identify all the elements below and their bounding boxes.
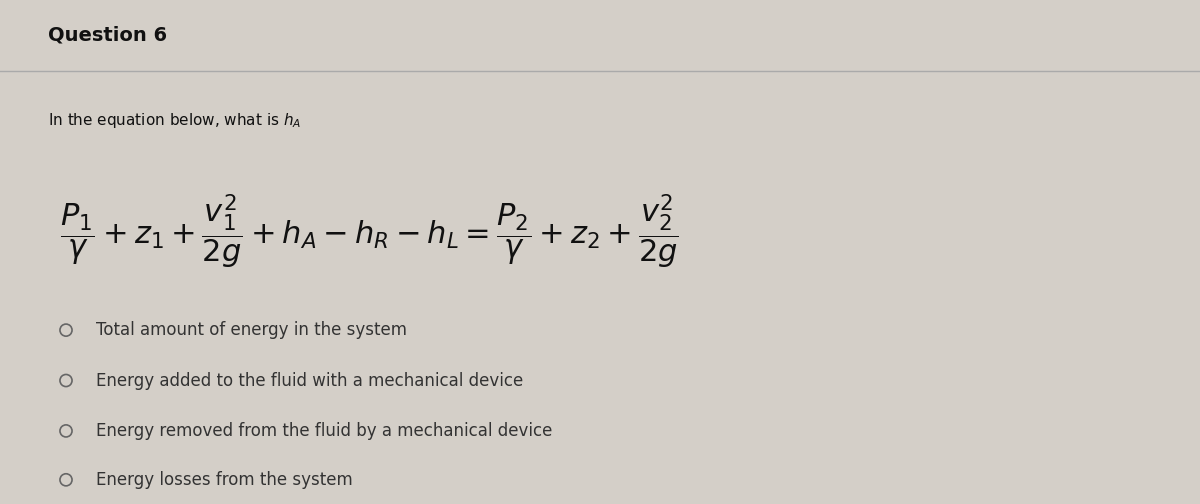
Text: $\dfrac{P_1}{\gamma} + z_1 + \dfrac{v_1^2}{2g} + h_A - h_R - h_L = \dfrac{P_2}{\: $\dfrac{P_1}{\gamma} + z_1 + \dfrac{v_1^… (60, 193, 679, 271)
Text: Total amount of energy in the system: Total amount of energy in the system (96, 321, 407, 339)
Text: Energy removed from the fluid by a mechanical device: Energy removed from the fluid by a mecha… (96, 422, 552, 440)
Text: Question 6: Question 6 (48, 26, 167, 45)
Text: In the equation below, what is $h_A$: In the equation below, what is $h_A$ (48, 111, 301, 131)
Text: Energy losses from the system: Energy losses from the system (96, 471, 353, 489)
Text: Energy added to the fluid with a mechanical device: Energy added to the fluid with a mechani… (96, 371, 523, 390)
